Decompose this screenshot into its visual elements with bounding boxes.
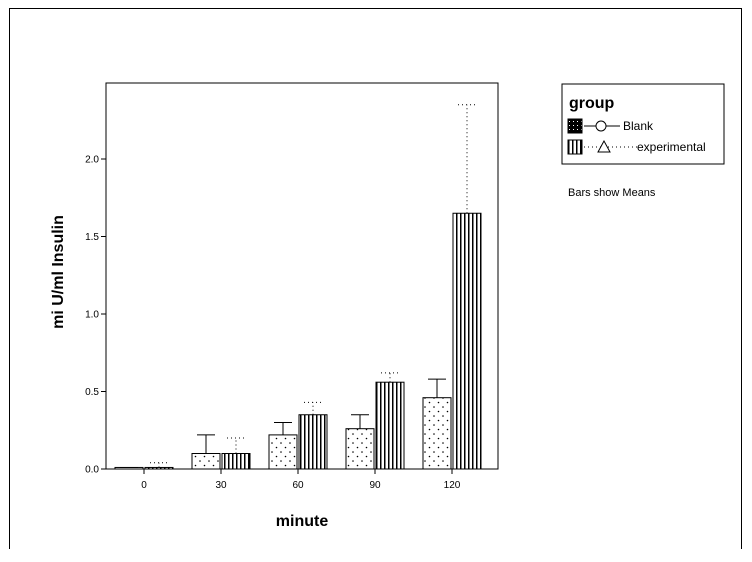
bar-blank-90 xyxy=(345,428,375,470)
legend: group Blank experimental xyxy=(561,83,725,165)
chart-frame xyxy=(9,8,742,549)
x-tick-label: 30 xyxy=(215,480,227,491)
legend-swatch-experimental xyxy=(567,139,583,155)
x-tick-label: 60 xyxy=(292,480,304,491)
bars-note: Bars show Means xyxy=(568,187,656,199)
x-tick-label: 120 xyxy=(444,480,461,491)
y-tick-label: 1.5 xyxy=(85,232,99,243)
legend-label-blank: Blank xyxy=(623,119,654,133)
legend-circle-marker-icon xyxy=(595,120,607,132)
y-tick-label: 1.0 xyxy=(85,310,99,321)
legend-triangle-marker-icon xyxy=(597,139,611,153)
legend-box xyxy=(561,83,725,165)
bars-group xyxy=(114,104,482,470)
bar-experimental-60 xyxy=(298,414,328,470)
bar-experimental-120 xyxy=(452,212,482,470)
legend-label-experimental: experimental xyxy=(637,140,706,154)
x-axis-title: minute xyxy=(276,513,329,530)
y-tick-label: 0.0 xyxy=(85,465,99,476)
x-tick-label: 0 xyxy=(141,480,147,491)
bar-experimental-90 xyxy=(375,381,405,470)
bar-blank-60 xyxy=(268,434,298,470)
x-tick-label: 90 xyxy=(369,480,381,491)
y-tick-label: 2.0 xyxy=(85,155,99,166)
bar-blank-120 xyxy=(422,397,452,470)
legend-swatch-blank xyxy=(567,118,583,134)
y-tick-label: 0.5 xyxy=(85,387,99,398)
bar-blank-30 xyxy=(191,453,221,470)
x-axis: 0 30 60 90 120 xyxy=(141,469,461,491)
y-axis-title: mi U/ml Insulin xyxy=(50,215,67,329)
legend-title: group xyxy=(569,95,615,112)
bar-experimental-30 xyxy=(221,453,251,470)
bar-experimental-0 xyxy=(144,466,174,470)
y-axis: 0.0 0.5 1.0 1.5 2.0 xyxy=(85,155,106,476)
